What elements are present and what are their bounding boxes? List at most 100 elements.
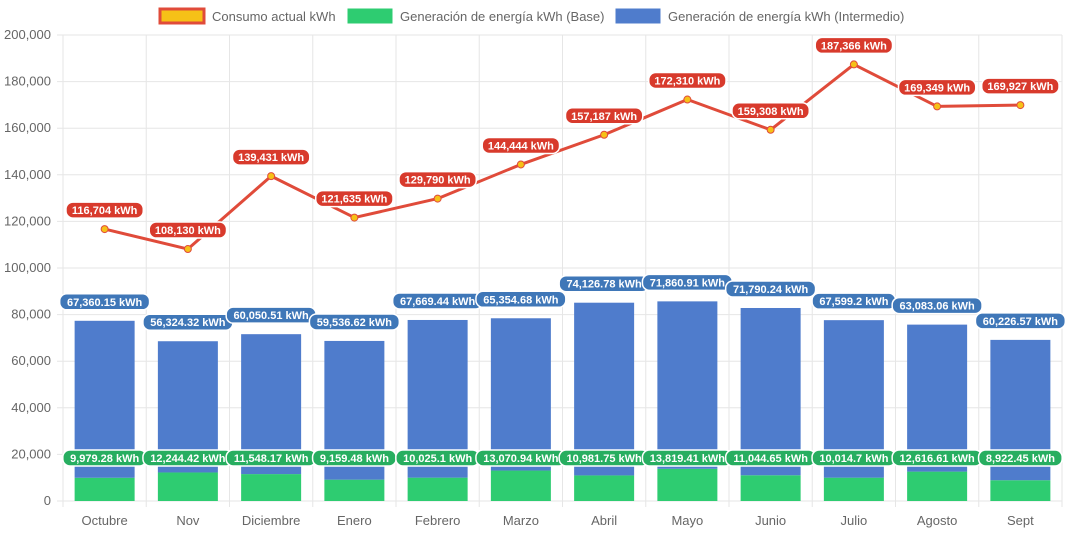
bar-base	[490, 470, 551, 501]
legend-swatch	[615, 8, 661, 24]
x-tick-label: Julio	[841, 513, 868, 528]
x-tick-label: Abril	[591, 513, 617, 528]
bar-base	[241, 474, 302, 501]
svg-text:67,599.2 kWh: 67,599.2 kWh	[819, 296, 888, 308]
data-label-consumo: 169,927 kWh	[980, 77, 1060, 95]
data-label-intermedio: 56,324.32 kWh	[142, 313, 234, 331]
svg-text:157,187 kWh: 157,187 kWh	[571, 111, 637, 123]
legend-item-intermedio[interactable]: Generación de energía kWh (Intermedio)	[615, 8, 904, 24]
svg-text:71,790.24 kWh: 71,790.24 kWh	[733, 284, 808, 296]
data-label-base: 8,922.45 kWh	[977, 449, 1063, 467]
data-label-consumo: 108,130 kWh	[148, 221, 228, 239]
bar-base	[574, 475, 635, 501]
legend-label: Generación de energía kWh (Base)	[400, 9, 605, 24]
consumo-point	[267, 172, 276, 181]
svg-text:67,360.15 kWh: 67,360.15 kWh	[67, 297, 142, 309]
y-tick-label: 20,000	[11, 446, 51, 461]
svg-text:12,244.42 kWh: 12,244.42 kWh	[150, 453, 225, 465]
data-label-intermedio: 71,860.91 kWh	[641, 273, 734, 292]
data-label-consumo: 116,704 kWh	[65, 201, 145, 219]
svg-text:169,927 kWh: 169,927 kWh	[987, 81, 1053, 93]
svg-text:169,349 kWh: 169,349 kWh	[904, 82, 970, 94]
y-tick-label: 180,000	[4, 74, 51, 89]
svg-text:9,159.48 kWh: 9,159.48 kWh	[320, 453, 389, 465]
y-tick-label: 200,000	[4, 27, 51, 42]
consumo-point	[433, 194, 442, 203]
y-tick-label: 40,000	[11, 400, 51, 415]
data-label-consumo: 129,790 kWh	[398, 170, 478, 189]
svg-text:67,669.44 kWh: 67,669.44 kWh	[400, 296, 475, 308]
svg-text:10,981.75 kWh: 10,981.75 kWh	[567, 453, 642, 465]
data-label-intermedio: 60,050.51 kWh	[225, 306, 317, 324]
data-label-intermedio: 60,226.57 kWh	[974, 312, 1067, 330]
svg-text:187,366 kWh: 187,366 kWh	[821, 40, 887, 52]
legend-item-base[interactable]: Generación de energía kWh (Base)	[347, 8, 605, 24]
data-label-base: 9,159.48 kWh	[311, 449, 397, 467]
x-tick-label: Marzo	[503, 513, 539, 528]
svg-text:60,050.51 kWh: 60,050.51 kWh	[234, 310, 309, 322]
consumo-point	[600, 130, 609, 139]
data-label-consumo: 187,366 kWh	[814, 36, 894, 55]
y-tick-label: 140,000	[4, 167, 51, 182]
x-tick-label: Junio	[755, 513, 786, 528]
consumo-point	[100, 225, 109, 234]
y-tick-label: 120,000	[4, 213, 51, 228]
data-label-base: 11,548.17 kWh	[225, 449, 317, 467]
data-label-base: 10,981.75 kWh	[558, 449, 650, 467]
consumo-point	[849, 60, 858, 69]
grid	[57, 34, 1063, 507]
legend: Consumo actual kWh Generación de energía …	[158, 7, 904, 25]
y-tick-label: 0	[44, 493, 51, 508]
data-label-consumo: 139,431 kWh	[231, 148, 311, 166]
y-tick-label: 60,000	[11, 353, 51, 368]
consumo-series-line	[104, 62, 1021, 251]
svg-text:10,014.7 kWh: 10,014.7 kWh	[819, 453, 888, 465]
x-axis: Octubre Nov Diciembre Enero Febrero Marzo Abri…	[82, 513, 1035, 528]
svg-text:56,324.32 kWh: 56,324.32 kWh	[150, 317, 225, 329]
consumo-point	[766, 125, 775, 134]
svg-text:116,704 kWh: 116,704 kWh	[72, 205, 138, 217]
svg-text:10,025.1 kWh: 10,025.1 kWh	[403, 453, 472, 465]
svg-text:60,226.57 kWh: 60,226.57 kWh	[983, 316, 1058, 328]
data-label-base: 9,979.28 kWh	[62, 449, 148, 467]
svg-text:63,083.06 kWh: 63,083.06 kWh	[900, 301, 975, 313]
svg-text:144,444 kWh: 144,444 kWh	[488, 140, 554, 152]
bar-intermedio	[657, 301, 718, 469]
data-label-base: 12,244.42 kWh	[142, 449, 234, 467]
bar-base	[657, 468, 718, 501]
data-label-base: 13,819.41 kWh	[641, 449, 734, 467]
svg-text:65,354.68 kWh: 65,354.68 kWh	[483, 294, 558, 306]
legend-swatch	[347, 8, 393, 24]
y-tick-label: 100,000	[4, 260, 51, 275]
bar-base	[990, 480, 1051, 501]
bar-base	[324, 479, 385, 501]
data-label-intermedio: 65,354.68 kWh	[475, 290, 567, 309]
legend-label: Generación de energía kWh (Intermedio)	[668, 9, 904, 24]
svg-text:13,819.41 kWh: 13,819.41 kWh	[650, 453, 725, 465]
x-tick-label: Mayo	[671, 513, 703, 528]
data-label-consumo: 144,444 kWh	[481, 136, 561, 155]
svg-text:139,431 kWh: 139,431 kWh	[238, 152, 304, 164]
consumo-point	[516, 160, 525, 169]
x-tick-label: Diciembre	[242, 513, 301, 528]
svg-text:11,548.17 kWh: 11,548.17 kWh	[234, 453, 309, 465]
svg-text:13,070.94 kWh: 13,070.94 kWh	[483, 453, 558, 465]
x-tick-label: Octubre	[82, 513, 128, 528]
consumo-point	[350, 213, 359, 222]
data-label-consumo: 157,187 kWh	[564, 107, 644, 125]
x-tick-label: Sept	[1007, 513, 1034, 528]
data-label-consumo: 169,349 kWh	[897, 78, 977, 97]
data-label-intermedio: 63,083.06 kWh	[891, 296, 983, 315]
bar-base	[823, 477, 884, 501]
svg-text:129,790 kWh: 129,790 kWh	[405, 175, 471, 187]
data-label-intermedio: 59,536.62 kWh	[308, 313, 401, 331]
svg-text:121,635 kWh: 121,635 kWh	[321, 194, 387, 206]
bar-intermedio	[490, 318, 551, 471]
consumo-line	[100, 60, 1025, 254]
legend-item-consumo[interactable]: Consumo actual kWh	[158, 7, 336, 25]
y-tick-label: 80,000	[11, 307, 51, 322]
bar-intermedio	[740, 307, 801, 476]
data-label-consumo: 172,310 kWh	[647, 71, 727, 90]
svg-text:74,126.78 kWh: 74,126.78 kWh	[567, 279, 642, 291]
x-tick-label: Agosto	[917, 513, 957, 528]
